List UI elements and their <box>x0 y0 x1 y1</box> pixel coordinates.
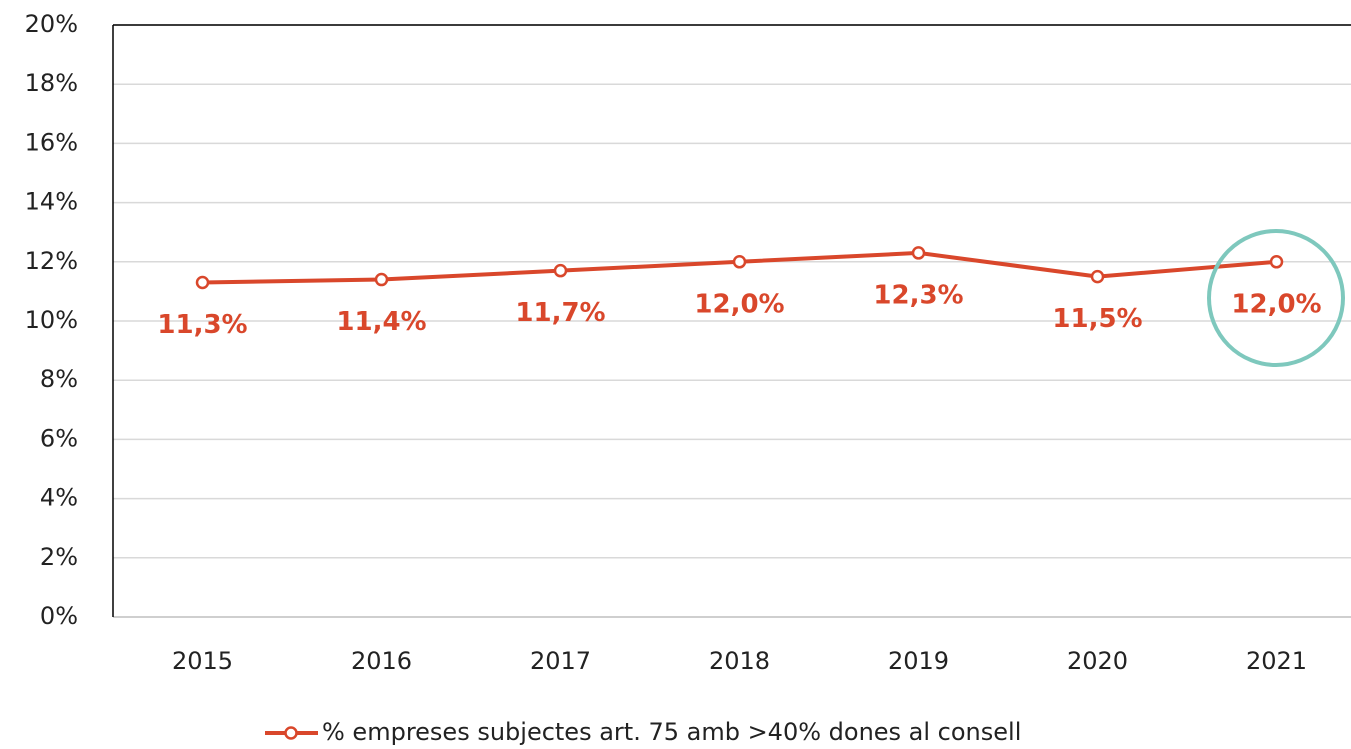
point-marker <box>1090 269 1105 284</box>
x-tick-label: 2015 <box>172 647 233 675</box>
x-tick-label: 2021 <box>1246 647 1307 675</box>
value-label: 11,7% <box>515 298 605 328</box>
plot: 0% 2% 4% 6% 8% 10% 12% 14% 16% 18% 20% 2015 2016 2017… <box>25 10 1351 746</box>
value-label: 12,3% <box>873 280 963 310</box>
y-tick-label: 18% <box>25 69 78 97</box>
y-tick-label: 10% <box>25 306 78 334</box>
x-tick-label: 2018 <box>709 647 770 675</box>
value-label: 11,4% <box>336 307 426 337</box>
y-tick-label: 20% <box>25 10 78 38</box>
point-marker <box>553 263 568 278</box>
value-label: 12,0% <box>694 289 784 319</box>
point-marker <box>732 255 747 269</box>
value-label: 11,3% <box>157 310 247 340</box>
y-tick-label: 12% <box>25 247 78 275</box>
x-tick-label: 2020 <box>1067 647 1128 675</box>
legend-label: % empreses subjectes art. 75 amb >40% do… <box>322 718 1021 746</box>
point-marker <box>374 272 389 287</box>
value-label: 12,0% <box>1231 289 1321 319</box>
y-tick-label: 14% <box>25 188 78 216</box>
y-tick-label: 6% <box>40 424 78 452</box>
y-tick-label: 4% <box>40 484 78 512</box>
point-marker <box>911 246 926 260</box>
point-marker <box>195 275 210 290</box>
point-marker <box>1269 255 1284 269</box>
highlight-circle <box>1207 229 1345 367</box>
x-tick-label: 2016 <box>351 647 412 675</box>
y-tick-label: 0% <box>40 602 78 630</box>
y-tick-label: 16% <box>25 128 78 156</box>
y-tick-label: 8% <box>40 365 78 393</box>
y-tick-label: 2% <box>40 543 78 571</box>
x-tick-label: 2019 <box>888 647 949 675</box>
legend-marker <box>284 726 298 740</box>
value-label: 11,5% <box>1052 304 1142 334</box>
x-tick-label: 2017 <box>530 647 591 675</box>
